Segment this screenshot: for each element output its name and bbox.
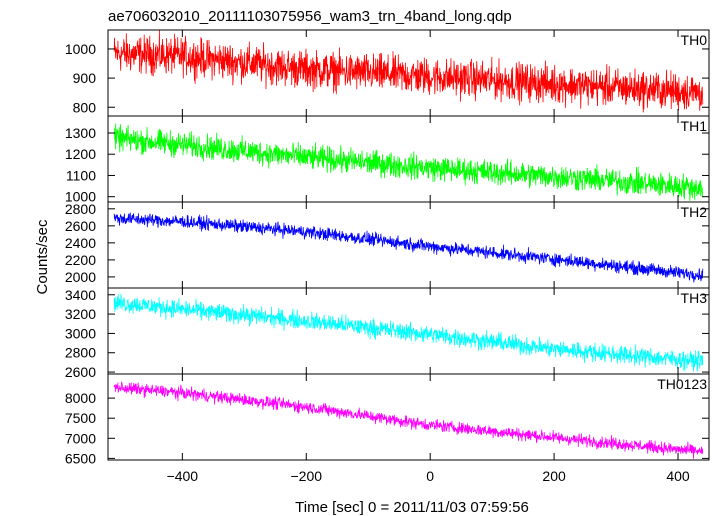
x-tick-label: 200 xyxy=(542,468,566,484)
y-tick-label: 3200 xyxy=(65,306,96,322)
panel-label-th0: TH0 xyxy=(681,32,708,48)
y-tick-label: 2800 xyxy=(65,201,96,217)
y-tick-label: 7500 xyxy=(65,410,96,426)
x-axis: −400 −200 0 200 400 xyxy=(167,468,690,484)
x-tick-label: −200 xyxy=(290,468,322,484)
y-tick-label: 2600 xyxy=(65,364,96,380)
x-tick-label: 0 xyxy=(426,468,434,484)
y-tick-label: 1000 xyxy=(65,189,96,205)
y-tick-label: 8000 xyxy=(65,390,96,406)
series-th0-line xyxy=(113,30,704,113)
y-tick-label: 2400 xyxy=(65,235,96,251)
y-tick-label: 2800 xyxy=(65,345,96,361)
y-tick-label: 2000 xyxy=(65,269,96,285)
panel-th1: TH1 1000 1100 1200 1300 xyxy=(65,115,710,205)
series-th0123-line xyxy=(113,381,704,459)
y-tick-label: 6500 xyxy=(65,450,96,466)
panel-stack: TH08009001000TH11000110012001300TH220002… xyxy=(65,29,710,466)
x-tick-label: 400 xyxy=(666,468,690,484)
series-th3-line xyxy=(113,293,704,372)
panel-label-th3: TH3 xyxy=(681,290,708,306)
series-th2-line xyxy=(113,212,704,283)
panel-label-th0123: TH0123 xyxy=(657,376,707,392)
y-tick-label: 7000 xyxy=(65,430,96,446)
y-tick-label: 1300 xyxy=(65,125,96,141)
panel-label-th2: TH2 xyxy=(681,204,708,220)
panel-th0: TH0 800 900 1000 xyxy=(65,29,710,117)
panel-th3: TH3 2600 2800 3000 3200 3400 xyxy=(65,287,710,380)
y-tick-label: 800 xyxy=(73,99,97,115)
panel-label-th1: TH1 xyxy=(681,118,708,134)
y-axis-label: Counts/sec xyxy=(34,219,51,295)
x-axis-label: Time [sec] 0 = 2011/11/03 07:59:56 xyxy=(295,499,529,516)
y-tick-label: 1200 xyxy=(65,146,96,162)
y-tick-label: 3000 xyxy=(65,325,96,341)
y-tick-label: 1000 xyxy=(65,41,96,57)
y-tick-label: 2600 xyxy=(65,218,96,234)
y-tick-label: 900 xyxy=(73,70,97,86)
y-tick-label: 1100 xyxy=(66,167,96,183)
x-tick-label: −400 xyxy=(167,468,199,484)
panel-frame xyxy=(107,373,710,461)
y-tick-label: 3400 xyxy=(65,287,96,303)
chart-title: ae706032010_20111103075956_wam3_trn_4ban… xyxy=(108,8,512,25)
panel-th0123: TH0123 6500 7000 7500 8000 xyxy=(65,373,710,466)
series-th1-line xyxy=(113,123,704,201)
y-tick-label: 2200 xyxy=(65,252,96,268)
